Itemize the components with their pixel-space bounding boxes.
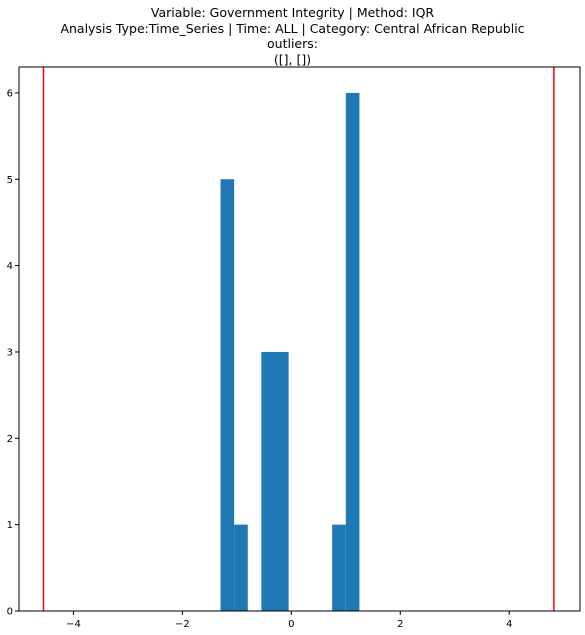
histogram-bar-1 [234, 524, 248, 611]
y-tick-label: 3 [7, 347, 13, 358]
x-tick-label: 4 [506, 619, 512, 630]
title-line-3: outliers: [267, 36, 318, 51]
title-line-2: Analysis Type:Time_Series | Time: ALL | … [60, 20, 525, 36]
y-tick-label: 0 [7, 607, 13, 618]
bars-group [220, 92, 360, 611]
histogram-bar-2 [261, 351, 289, 611]
histogram-bar-4 [345, 92, 360, 611]
x-tick-label: −4 [66, 619, 81, 630]
histogram-bar-0 [220, 179, 235, 611]
x-tick-label: 0 [288, 619, 294, 630]
y-tick-label: 5 [7, 175, 13, 186]
title-line-1: Variable: Government Integrity | Method:… [150, 5, 435, 20]
chart-title: Variable: Government Integrity | Method:… [0, 5, 585, 67]
histogram-bar-3 [332, 524, 346, 611]
plot-area-frame [18, 66, 581, 612]
y-tick-label: 4 [7, 261, 13, 272]
y-tick-label: 1 [7, 520, 13, 531]
y-tick-label: 6 [7, 88, 13, 99]
title-line-4: ([], []) [273, 51, 312, 67]
x-axis: −4 −2 0 2 4 [66, 611, 512, 630]
y-axis: 0 1 2 3 4 5 6 [7, 88, 19, 618]
threshold-lines-group [42, 67, 555, 611]
x-tick-label: −2 [175, 619, 190, 630]
x-tick-label: 2 [397, 619, 403, 630]
y-tick-label: 2 [7, 434, 13, 445]
